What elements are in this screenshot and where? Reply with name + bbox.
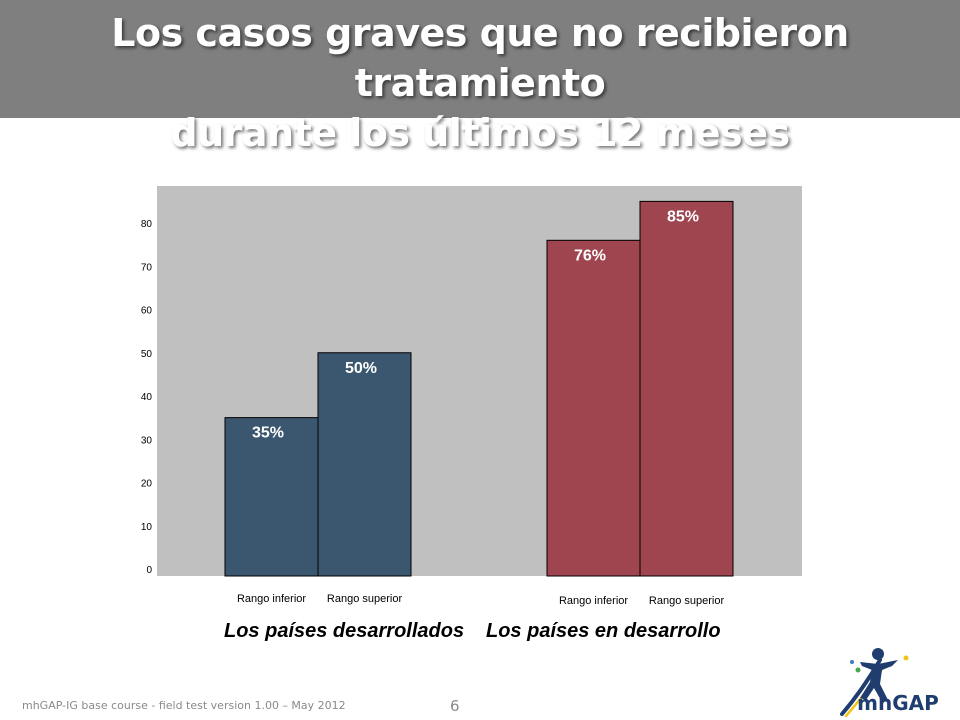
logo-figure-head <box>872 648 884 660</box>
bar <box>317 352 412 577</box>
data-label: 85% <box>667 208 699 225</box>
y-tick-label: 0 <box>146 565 152 576</box>
mhgap-logo: mhGAP <box>840 648 939 718</box>
group-label-developed: Los países desarrollados <box>224 620 465 642</box>
bar <box>639 200 734 577</box>
slide-title-line2: durante los últimos 12 meses <box>170 111 790 155</box>
category-label: Rango superior <box>327 593 403 605</box>
y-tick-label: 30 <box>141 435 153 446</box>
data-label: 76% <box>574 247 606 264</box>
y-tick-label: 70 <box>141 262 153 273</box>
page-number: 6 <box>450 697 460 715</box>
bar <box>224 417 319 577</box>
bar <box>546 239 641 577</box>
logo-dot-green <box>855 667 861 673</box>
logo-wordmark: mhGAP <box>857 691 939 715</box>
y-tick-label: 20 <box>141 479 153 490</box>
y-tick-label: 50 <box>141 349 153 360</box>
data-label: 50% <box>345 360 377 377</box>
title-bar <box>0 0 960 118</box>
y-tick-label: 10 <box>141 522 153 533</box>
category-label: Rango inferior <box>559 595 628 607</box>
data-label: 35% <box>252 425 284 442</box>
logo-dot-yellow <box>903 655 909 661</box>
footer-text: mhGAP-IG base course - field test versio… <box>22 699 346 712</box>
y-tick-label: 40 <box>141 392 153 403</box>
logo-dot-blue <box>850 660 854 664</box>
group-label-developing: Los países en desarrollo <box>486 620 721 642</box>
y-tick-label: 80 <box>141 219 153 230</box>
slide-title: Los casos graves que no recibieron trata… <box>0 8 960 158</box>
y-tick-label: 60 <box>141 306 153 317</box>
slide-title-line1: Los casos graves que no recibieron trata… <box>111 11 849 105</box>
logo-figure-body <box>860 660 898 702</box>
category-label: Rango inferior <box>237 593 306 605</box>
category-label: Rango superior <box>649 595 725 607</box>
